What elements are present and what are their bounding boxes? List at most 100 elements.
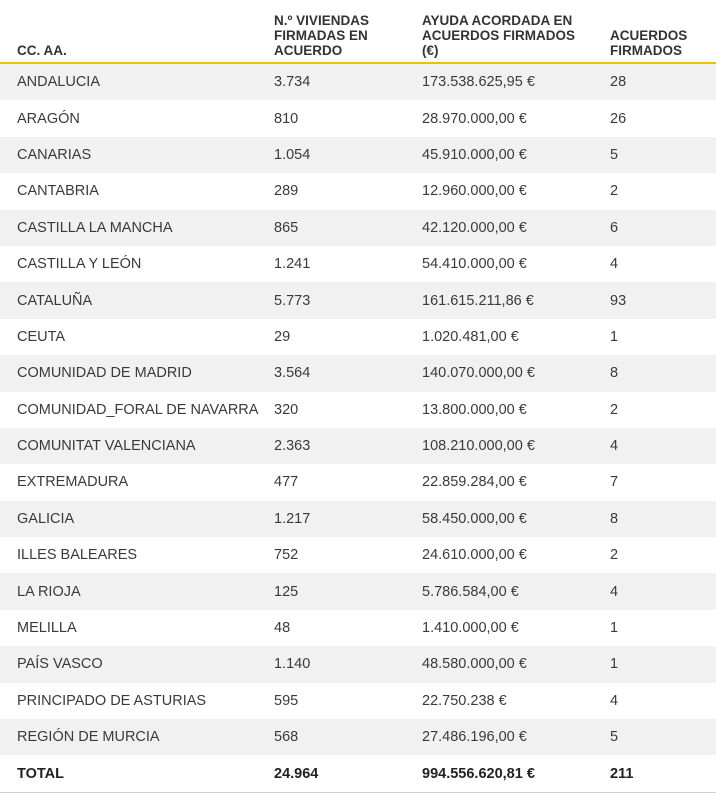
cell-acuerdos: 28 <box>596 63 716 101</box>
table-row: PAÍS VASCO 1.140 48.580.000,00 € 1 <box>0 646 716 683</box>
cell-ayuda: 27.486.196,00 € <box>408 719 596 756</box>
cell-acuerdos: 7 <box>596 464 716 501</box>
cell-acuerdos: 93 <box>596 282 716 319</box>
total-row: TOTAL 24.964 994.556.620,81 € 211 <box>0 755 716 793</box>
cell-viviendas: 3.564 <box>258 355 408 392</box>
table-body: ANDALUCIA 3.734 173.538.625,95 € 28 ARAG… <box>0 63 716 756</box>
cell-viviendas: 1.140 <box>258 646 408 683</box>
table-row: CATALUÑA 5.773 161.615.211,86 € 93 <box>0 282 716 319</box>
cell-region: COMUNIDAD DE MADRID <box>0 355 258 392</box>
cell-viviendas: 5.773 <box>258 282 408 319</box>
cell-ayuda: 13.800.000,00 € <box>408 391 596 428</box>
table-row: EXTREMADURA 477 22.859.284,00 € 7 <box>0 464 716 501</box>
cell-region: PRINCIPADO DE ASTURIAS <box>0 682 258 720</box>
cell-viviendas: 2.363 <box>258 427 408 465</box>
cell-viviendas: 477 <box>258 464 408 501</box>
cell-acuerdos: 26 <box>596 100 716 137</box>
total-ayuda: 994.556.620,81 € <box>408 755 596 793</box>
cell-ayuda: 161.615.211,86 € <box>408 282 596 319</box>
table-row: MELILLA 48 1.410.000,00 € 1 <box>0 609 716 647</box>
cell-region: CANTABRIA <box>0 173 258 210</box>
cell-ayuda: 22.750.238 € <box>408 682 596 720</box>
cell-acuerdos: 8 <box>596 355 716 392</box>
table-row: LA RIOJA 125 5.786.584,00 € 4 <box>0 573 716 610</box>
cell-acuerdos: 4 <box>596 245 716 283</box>
cell-region: LA RIOJA <box>0 573 258 610</box>
cell-region: MELILLA <box>0 609 258 647</box>
cell-region: PAÍS VASCO <box>0 646 258 683</box>
cell-region: CASTILLA LA MANCHA <box>0 209 258 246</box>
cell-region: ILLES BALEARES <box>0 537 258 574</box>
cell-ayuda: 58.450.000,00 € <box>408 500 596 538</box>
table-row: REGIÓN DE MURCIA 568 27.486.196,00 € 5 <box>0 719 716 756</box>
table-row: CASTILLA Y LEÓN 1.241 54.410.000,00 € 4 <box>0 245 716 283</box>
header-row: CC. AA. N.º VIVIENDAS FIRMADAS EN ACUERD… <box>0 0 716 64</box>
cell-viviendas: 810 <box>258 100 408 137</box>
cell-viviendas: 48 <box>258 609 408 647</box>
cell-region: CASTILLA Y LEÓN <box>0 245 258 283</box>
table-row: CANARIAS 1.054 45.910.000,00 € 5 <box>0 136 716 174</box>
total-acuerdos: 211 <box>596 755 716 793</box>
cell-viviendas: 1.241 <box>258 245 408 283</box>
cell-viviendas: 752 <box>258 537 408 574</box>
cell-ayuda: 108.210.000,00 € <box>408 427 596 465</box>
table-row: COMUNITAT VALENCIANA 2.363 108.210.000,0… <box>0 427 716 465</box>
cell-acuerdos: 2 <box>596 391 716 428</box>
table-row: COMUNIDAD DE MADRID 3.564 140.070.000,00… <box>0 355 716 392</box>
cell-ayuda: 24.610.000,00 € <box>408 537 596 574</box>
cell-viviendas: 125 <box>258 573 408 610</box>
table-row: ANDALUCIA 3.734 173.538.625,95 € 28 <box>0 63 716 101</box>
cell-ayuda: 173.538.625,95 € <box>408 63 596 101</box>
cell-acuerdos: 8 <box>596 500 716 538</box>
table-row: GALICIA 1.217 58.450.000,00 € 8 <box>0 500 716 538</box>
table-header: CC. AA. N.º VIVIENDAS FIRMADAS EN ACUERD… <box>0 0 716 64</box>
cell-region: COMUNIDAD_FORAL DE NAVARRA <box>0 391 258 428</box>
cell-viviendas: 3.734 <box>258 63 408 101</box>
cell-acuerdos: 1 <box>596 318 716 356</box>
cell-acuerdos: 5 <box>596 719 716 756</box>
cell-region: ANDALUCIA <box>0 63 258 101</box>
header-ayuda: AYUDA ACORDADA EN ACUERDOS FIRMADOS (€) <box>408 0 596 64</box>
cell-ayuda: 48.580.000,00 € <box>408 646 596 683</box>
table-row: CASTILLA LA MANCHA 865 42.120.000,00 € 6 <box>0 209 716 246</box>
cell-ayuda: 28.970.000,00 € <box>408 100 596 137</box>
table-row: COMUNIDAD_FORAL DE NAVARRA 320 13.800.00… <box>0 391 716 428</box>
cell-ayuda: 54.410.000,00 € <box>408 245 596 283</box>
cell-ayuda: 140.070.000,00 € <box>408 355 596 392</box>
cell-region: ARAGÓN <box>0 100 258 137</box>
cell-viviendas: 320 <box>258 391 408 428</box>
cell-acuerdos: 5 <box>596 136 716 174</box>
cell-viviendas: 29 <box>258 318 408 356</box>
cell-acuerdos: 4 <box>596 573 716 610</box>
total-label: TOTAL <box>0 755 258 793</box>
cell-ayuda: 12.960.000,00 € <box>408 173 596 210</box>
cell-acuerdos: 2 <box>596 537 716 574</box>
cell-ayuda: 42.120.000,00 € <box>408 209 596 246</box>
cell-ayuda: 1.020.481,00 € <box>408 318 596 356</box>
table-row: PRINCIPADO DE ASTURIAS 595 22.750.238 € … <box>0 682 716 720</box>
cell-acuerdos: 2 <box>596 173 716 210</box>
table-row: ARAGÓN 810 28.970.000,00 € 26 <box>0 100 716 137</box>
cell-region: CANARIAS <box>0 136 258 174</box>
cell-acuerdos: 6 <box>596 209 716 246</box>
cell-acuerdos: 4 <box>596 427 716 465</box>
cell-viviendas: 289 <box>258 173 408 210</box>
cell-region: REGIÓN DE MURCIA <box>0 719 258 756</box>
cell-viviendas: 1.217 <box>258 500 408 538</box>
cell-viviendas: 865 <box>258 209 408 246</box>
cell-ayuda: 1.410.000,00 € <box>408 609 596 647</box>
table-row: CEUTA 29 1.020.481,00 € 1 <box>0 318 716 356</box>
cell-viviendas: 1.054 <box>258 136 408 174</box>
cell-region: CATALUÑA <box>0 282 258 319</box>
table-row: ILLES BALEARES 752 24.610.000,00 € 2 <box>0 537 716 574</box>
table-footer: TOTAL 24.964 994.556.620,81 € 211 <box>0 755 716 793</box>
cell-ayuda: 5.786.584,00 € <box>408 573 596 610</box>
cell-region: CEUTA <box>0 318 258 356</box>
cell-ayuda: 45.910.000,00 € <box>408 136 596 174</box>
header-viviendas: N.º VIVIENDAS FIRMADAS EN ACUERDO <box>258 0 408 64</box>
cell-acuerdos: 1 <box>596 609 716 647</box>
cell-viviendas: 568 <box>258 719 408 756</box>
cell-region: EXTREMADURA <box>0 464 258 501</box>
table-row: CANTABRIA 289 12.960.000,00 € 2 <box>0 173 716 210</box>
